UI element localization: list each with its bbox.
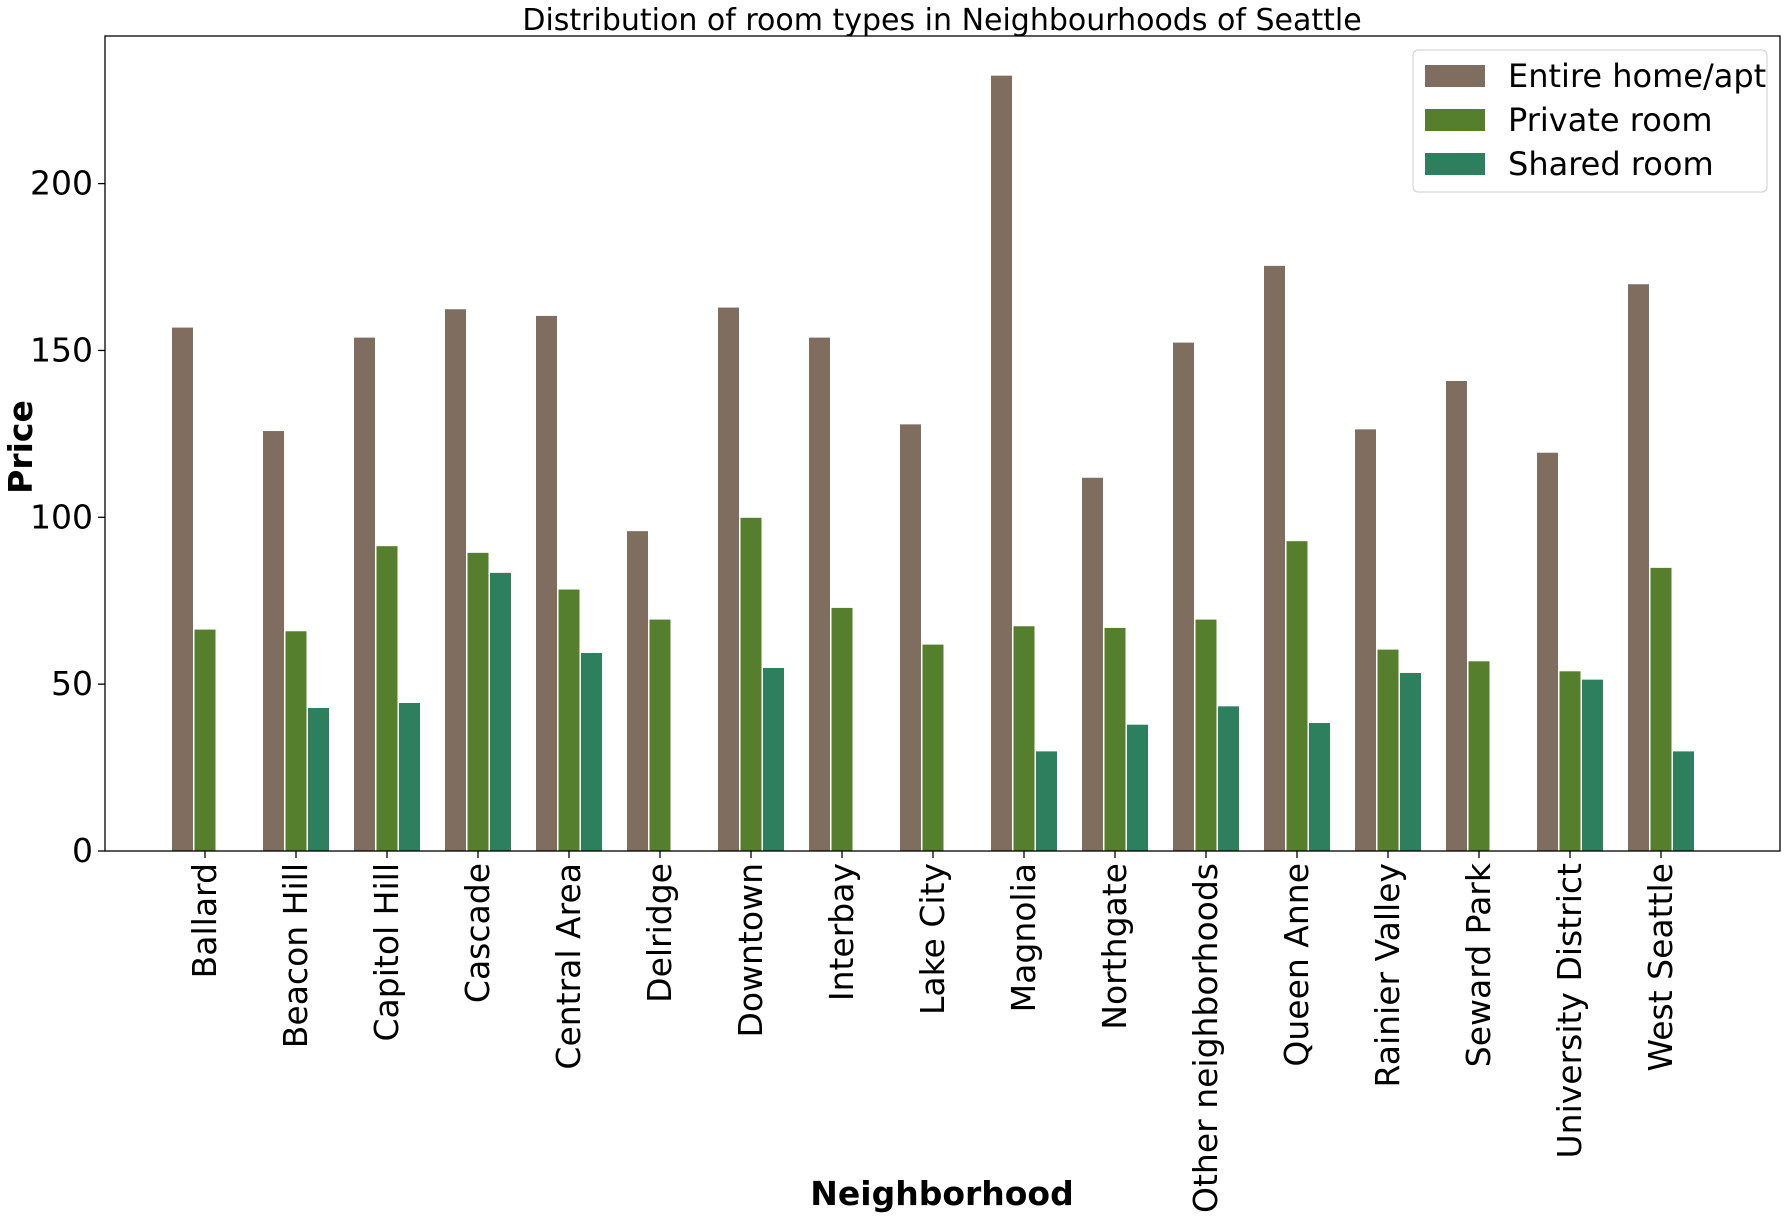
bar-delridge-1	[648, 618, 672, 852]
legend-swatch	[1425, 65, 1485, 87]
x-tick-label: Magnolia	[1004, 863, 1043, 1012]
bar-lake-city-0	[899, 423, 922, 852]
legend-label: Private room	[1508, 101, 1713, 139]
x-tick-label: West Seattle	[1641, 863, 1680, 1071]
x-tick-label: Central Area	[549, 863, 588, 1070]
bar-seward-park-1	[1467, 660, 1491, 852]
bar-delridge-0	[626, 530, 649, 852]
x-tick-label: University District	[1550, 863, 1589, 1159]
x-axis: Ballard Beacon Hill Capitol Hill Cascade Cen…	[185, 851, 1680, 1213]
bar-lake-city-1	[921, 643, 945, 852]
bar-northgate-2	[1126, 723, 1149, 852]
legend-label: Shared room	[1508, 145, 1714, 183]
bar-west-seattle-0	[1627, 283, 1650, 852]
bar-central-area-2	[580, 651, 603, 852]
bar-cascade-0	[444, 308, 467, 852]
bar-rainier-valley-0	[1354, 428, 1377, 852]
y-tick-label: 50	[51, 664, 93, 703]
bar-central-area-1	[557, 588, 581, 852]
bar-magnolia-0	[990, 74, 1013, 852]
x-tick-label: Ballard	[185, 863, 224, 978]
bar-west-seattle-1	[1649, 566, 1673, 852]
bar-downtown-1	[739, 516, 763, 852]
bar-northgate-1	[1103, 626, 1127, 852]
bar-northgate-0	[1081, 476, 1104, 852]
bar-university-district-1	[1558, 670, 1582, 852]
x-tick-label: Delridge	[640, 863, 679, 1003]
bar-west-seattle-2	[1672, 750, 1695, 852]
bar-other-neighborhoods-2	[1217, 705, 1240, 852]
bar-queen-anne-1	[1285, 540, 1309, 852]
chart-title: Distribution of room types in Neighbourh…	[522, 3, 1361, 38]
legend-label: Entire home/apt	[1508, 57, 1766, 95]
x-tick-label: Seward Park	[1459, 862, 1498, 1067]
x-tick-label: Rainier Valley	[1368, 863, 1407, 1087]
x-tick-label: Beacon Hill	[276, 863, 315, 1048]
y-tick-label: 150	[30, 330, 93, 369]
x-tick-label: Lake City	[913, 863, 952, 1015]
bar-capitol-hill-2	[398, 702, 421, 852]
bar-queen-anne-0	[1263, 264, 1286, 852]
bar-beacon-hill-2	[307, 707, 330, 852]
bar-downtown-0	[717, 306, 740, 852]
bar-university-district-2	[1581, 678, 1604, 852]
bar-rainier-valley-1	[1376, 648, 1400, 852]
y-axis-label: Price	[1, 400, 40, 494]
bar-ballard-1	[193, 628, 217, 852]
x-tick-label: Cascade	[458, 863, 497, 1003]
bar-ballard-0	[171, 326, 194, 852]
bar-university-district-0	[1536, 451, 1559, 852]
legend: Entire home/apt Private room Shared room	[1412, 49, 1768, 193]
bar-capitol-hill-1	[375, 545, 399, 852]
y-tick-label: 100	[30, 497, 93, 536]
plot-frame	[104, 35, 1781, 852]
bar-downtown-2	[762, 666, 785, 852]
bar-cascade-1	[466, 551, 490, 852]
bar-rainier-valley-2	[1399, 671, 1422, 852]
y-axis: 0 50 100 150 200	[30, 164, 105, 870]
bar-interbay-0	[808, 336, 831, 852]
bar-central-area-0	[535, 314, 558, 852]
legend-swatch	[1425, 153, 1485, 175]
bar-queen-anne-2	[1308, 722, 1331, 852]
x-tick-label: Interbay	[822, 863, 861, 1001]
bar-seward-park-0	[1445, 379, 1468, 852]
bar-capitol-hill-0	[353, 336, 376, 852]
bar-interbay-1	[830, 606, 854, 852]
bar-magnolia-2	[1035, 750, 1058, 852]
x-axis-label: Neighborhood	[810, 1174, 1073, 1213]
x-tick-label: Capitol Hill	[367, 863, 406, 1042]
bar-beacon-hill-1	[284, 630, 308, 852]
y-tick-label: 200	[30, 164, 93, 203]
x-tick-label: Northgate	[1095, 863, 1134, 1030]
bar-cascade-2	[489, 571, 512, 852]
bar-other-neighborhoods-1	[1194, 618, 1218, 852]
y-tick-label: 0	[72, 831, 93, 870]
bar-magnolia-1	[1012, 625, 1036, 852]
legend-box	[1412, 49, 1768, 193]
x-tick-label: Queen Anne	[1277, 863, 1316, 1067]
bar-other-neighborhoods-0	[1172, 341, 1195, 852]
legend-swatch	[1425, 109, 1485, 131]
bar-beacon-hill-0	[262, 430, 285, 852]
x-tick-label: Other neighborhoods	[1186, 863, 1225, 1213]
x-tick-label: Downtown	[731, 863, 770, 1038]
